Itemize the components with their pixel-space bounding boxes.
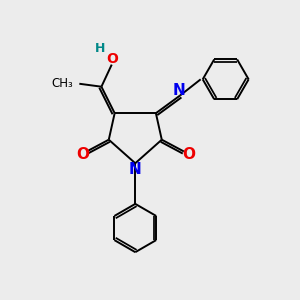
Text: O: O bbox=[76, 147, 89, 162]
Text: N: N bbox=[172, 83, 185, 98]
Text: N: N bbox=[129, 162, 142, 177]
Text: O: O bbox=[182, 147, 195, 162]
Text: CH₃: CH₃ bbox=[51, 77, 73, 90]
Text: H: H bbox=[95, 42, 106, 55]
Text: O: O bbox=[106, 52, 118, 66]
